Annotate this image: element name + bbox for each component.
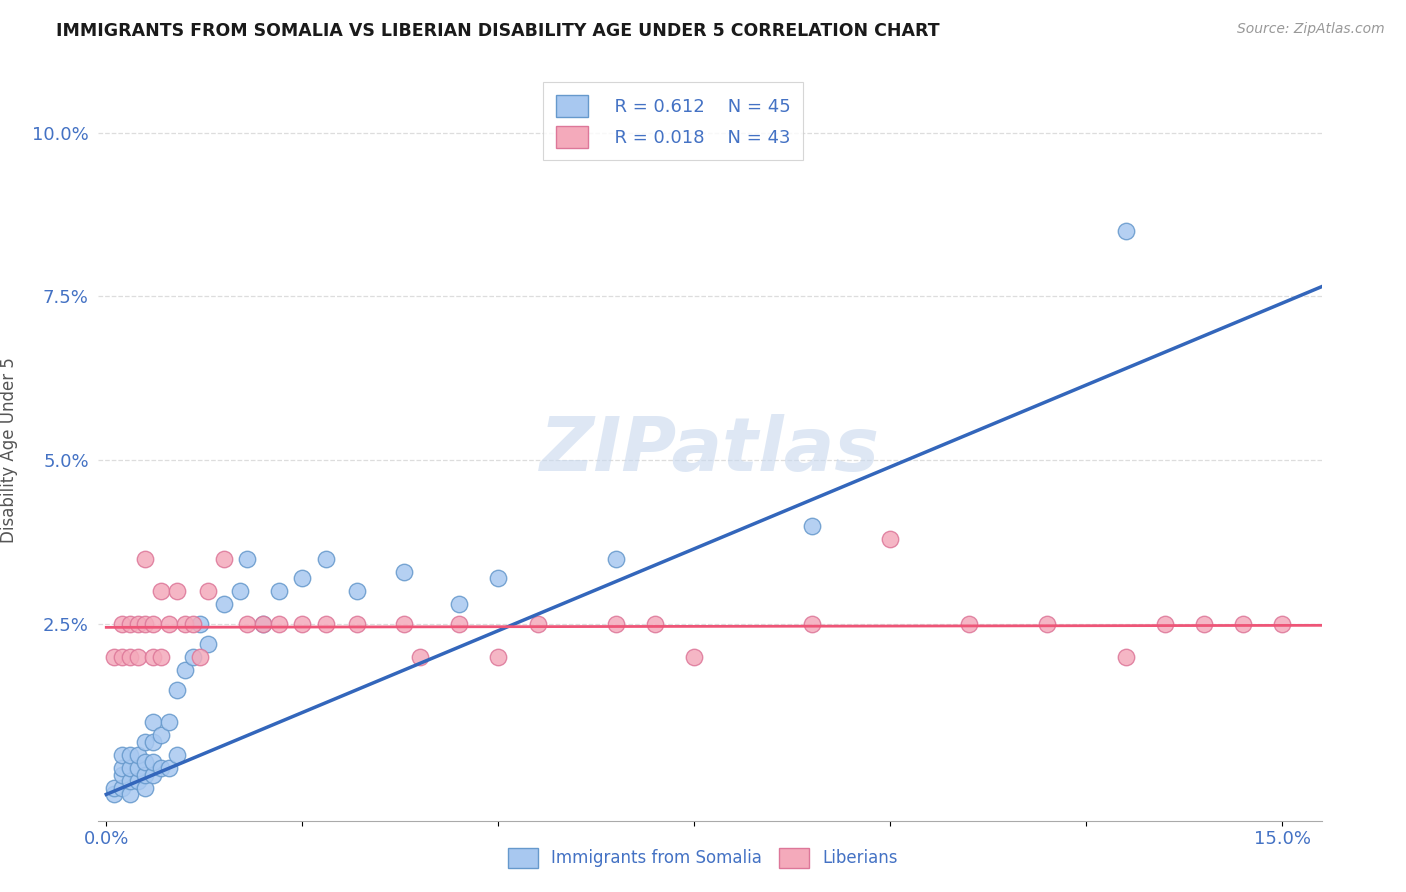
Point [103,788,125,802]
Point [157,617,180,632]
Point [134,768,156,782]
Point [142,649,165,664]
Point [1115,224,1137,238]
Point [118,774,141,789]
Point [111,761,134,775]
Point [150,761,173,775]
Point [127,748,149,763]
Point [188,617,212,632]
Point [197,584,219,599]
Point [315,617,337,632]
Point [118,788,141,802]
Point [252,617,274,632]
Point [181,617,204,632]
Text: IMMIGRANTS FROM SOMALIA VS LIBERIAN DISABILITY AGE UNDER 5 CORRELATION CHART: IMMIGRANTS FROM SOMALIA VS LIBERIAN DISA… [56,22,939,40]
Point [111,649,134,664]
Point [879,532,901,546]
Point [526,617,548,632]
Point [111,780,134,795]
Point [409,649,432,664]
Point [605,551,627,566]
Point [644,617,666,632]
Legend:   R = 0.612    N = 45,   R = 0.018    N = 43: R = 0.612 N = 45, R = 0.018 N = 43 [543,82,803,161]
Point [111,748,134,763]
Point [118,761,141,775]
Text: Source: ZipAtlas.com: Source: ZipAtlas.com [1237,22,1385,37]
Point [267,584,290,599]
Point [134,755,156,769]
Point [157,761,180,775]
Point [127,649,149,664]
Point [118,617,141,632]
Point [134,551,156,566]
Point [1271,617,1294,632]
Point [142,617,165,632]
Point [486,571,509,585]
Point [957,617,980,632]
Point [127,761,149,775]
Point [103,649,125,664]
Point [142,768,165,782]
Point [236,551,259,566]
Point [157,715,180,730]
Point [449,598,471,612]
Point [291,617,314,632]
Point [134,735,156,749]
Point [142,755,165,769]
Point [392,617,415,632]
Point [1153,617,1175,632]
Legend: Immigrants from Somalia, Liberians: Immigrants from Somalia, Liberians [502,841,904,875]
Point [103,780,125,795]
Point [252,617,274,632]
Point [392,565,415,579]
Point [111,617,134,632]
Point [197,637,219,651]
Point [118,748,141,763]
Point [166,682,188,697]
Y-axis label: Disability Age Under 5: Disability Age Under 5 [0,358,18,543]
Point [291,571,314,585]
Point [181,649,204,664]
Point [605,617,627,632]
Point [346,584,368,599]
Point [801,617,824,632]
Point [142,735,165,749]
Point [150,729,173,743]
Point [188,649,212,664]
Point [111,768,134,782]
Point [173,617,195,632]
Point [142,715,165,730]
Point [134,617,156,632]
Point [801,518,824,533]
Point [267,617,290,632]
Point [486,649,509,664]
Text: ZIPatlas: ZIPatlas [540,414,880,487]
Point [127,774,149,789]
Point [449,617,471,632]
Point [173,663,195,677]
Point [346,617,368,632]
Point [166,748,188,763]
Point [127,617,149,632]
Point [118,649,141,664]
Point [150,584,173,599]
Point [1232,617,1254,632]
Point [1192,617,1215,632]
Point [134,780,156,795]
Point [228,584,250,599]
Point [166,584,188,599]
Point [1036,617,1059,632]
Point [236,617,259,632]
Point [212,551,235,566]
Point [315,551,337,566]
Point [150,649,173,664]
Point [212,598,235,612]
Point [683,649,706,664]
Point [1115,649,1137,664]
